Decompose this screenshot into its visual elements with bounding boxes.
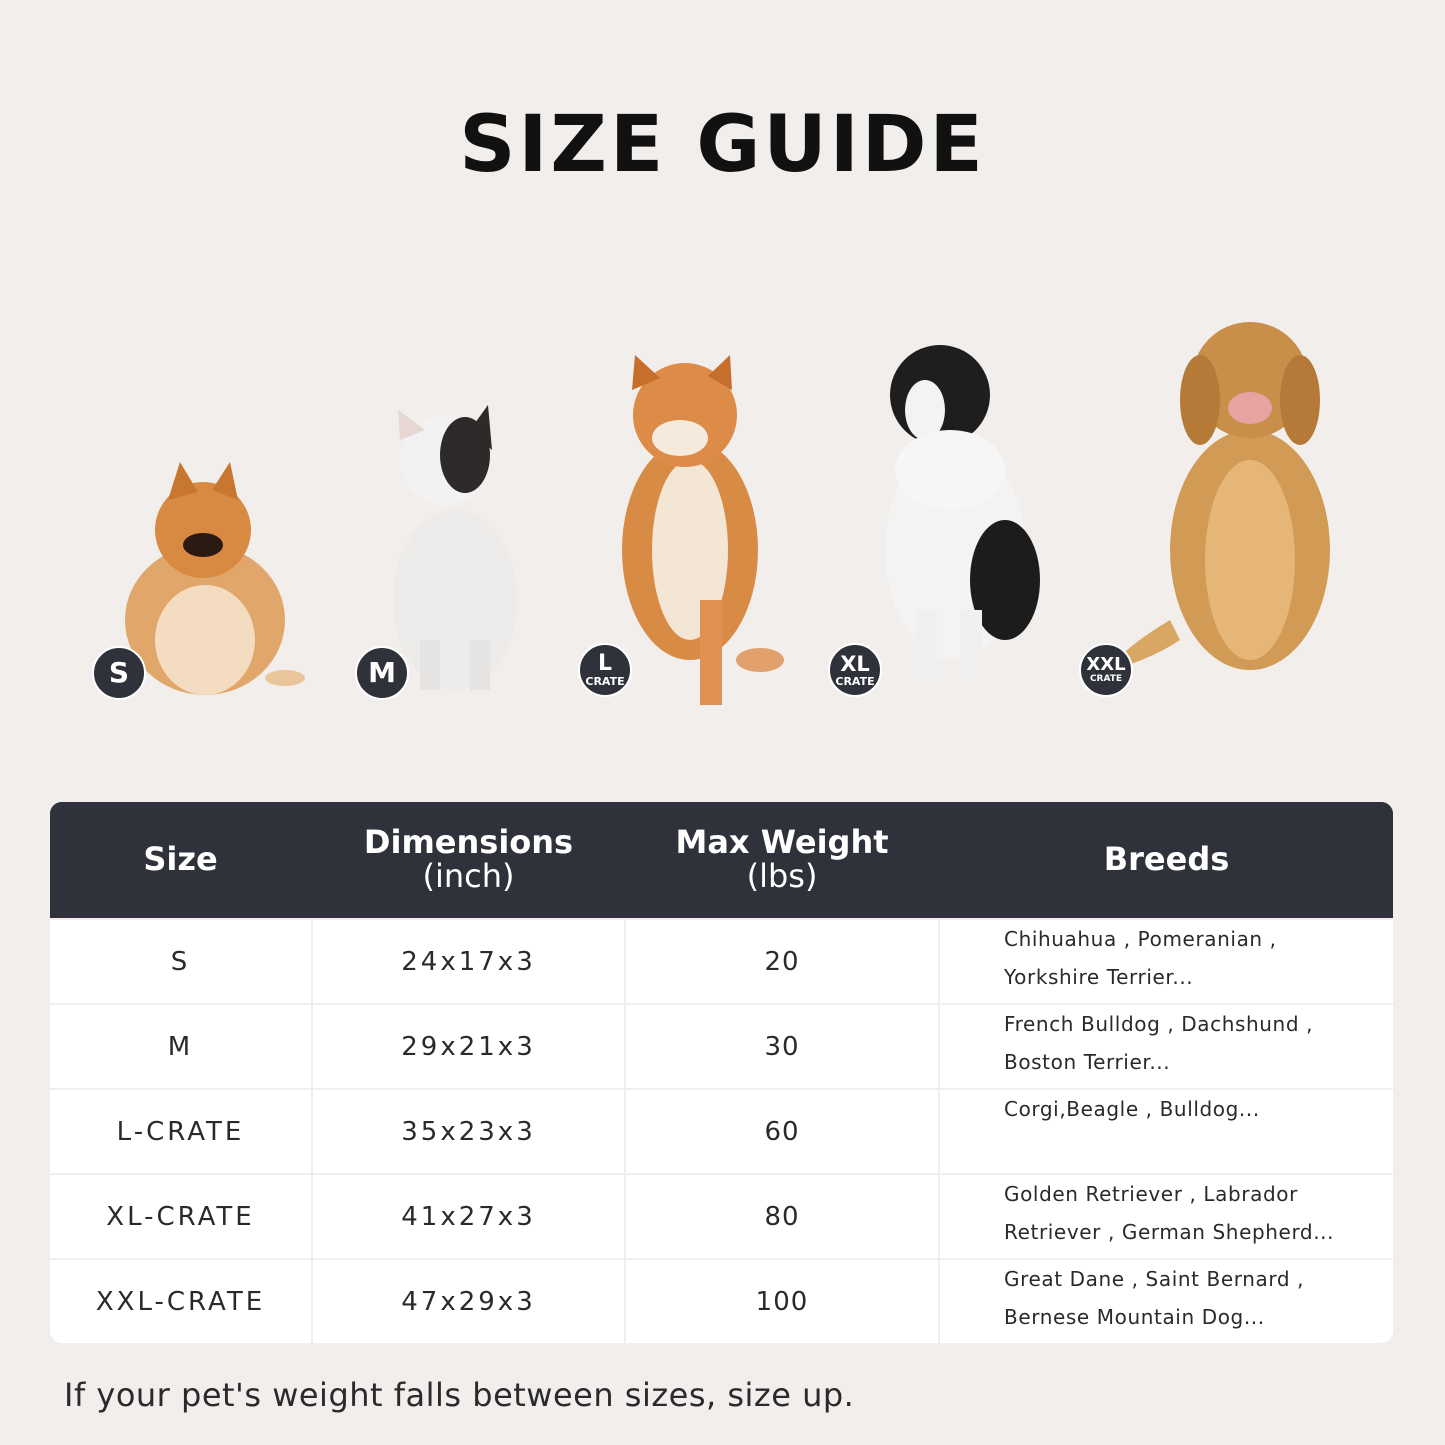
header-label: Max Weight xyxy=(675,823,889,862)
size-badge-xxl-crate: XXL CRATE xyxy=(1079,643,1133,697)
cell-size: XL-CRATE xyxy=(50,1175,311,1258)
size-badge-xl-crate: XL CRATE xyxy=(828,643,882,697)
badge-label: XXL xyxy=(1086,654,1126,675)
cell-size: M xyxy=(50,1005,311,1088)
breeds-line: French Bulldog , Dachshund , xyxy=(1004,1012,1314,1036)
badge-sublabel: CRATE xyxy=(585,675,625,688)
table-row: S 24x17x3 20 Chihuahua , Pomeranian , Yorksh… xyxy=(50,920,1393,1003)
header-unit: (inch) xyxy=(422,857,515,895)
table-row: L-CRATE 35x23x3 60 Corgi,Beagle , Bulldog..… xyxy=(50,1090,1393,1173)
badge-sublabel: CRATE xyxy=(1089,674,1123,684)
header-size: Size xyxy=(50,802,311,918)
breeds-line: Bernese Mountain Dog... xyxy=(1004,1305,1265,1329)
golden-retriever-image xyxy=(1110,322,1330,670)
cell-dimensions: 35x23x3 xyxy=(313,1090,624,1173)
cell-size: S xyxy=(50,920,311,1003)
cell-size: XXL-CRATE xyxy=(50,1260,311,1343)
header-unit: (lbs) xyxy=(746,857,818,895)
size-table: Size Dimensions (inch) Max Weight (lbs) Br… xyxy=(50,802,1393,1343)
cell-breeds: Chihuahua , Pomeranian , Yorkshire Terrie… xyxy=(940,920,1393,1003)
badge-sublabel: CRATE xyxy=(835,674,875,688)
cell-dimensions: 29x21x3 xyxy=(313,1005,624,1088)
cell-breeds: Great Dane , Saint Bernard , Bernese Moun… xyxy=(940,1260,1393,1343)
size-badge-s: S xyxy=(92,646,146,700)
cell-max-weight: 20 xyxy=(626,920,938,1003)
cell-dimensions: 47x29x3 xyxy=(313,1260,624,1343)
badge-label: L xyxy=(597,651,613,676)
breeds-line: Chihuahua , Pomeranian , xyxy=(1004,927,1277,951)
pomeranian-image xyxy=(125,462,305,695)
size-note: If your pet's weight falls between sizes… xyxy=(64,1376,855,1414)
breeds-line: Boston Terrier... xyxy=(1004,1050,1171,1074)
french-bulldog-image xyxy=(393,405,517,690)
dog-photos: S M L CRATE XL CRATE XXL CRATE xyxy=(0,300,1445,740)
table-row: XL-CRATE 41x27x3 80 Golden Retriever , Labr… xyxy=(50,1175,1393,1258)
breeds-line: Retriever , German Shepherd... xyxy=(1004,1220,1335,1244)
cell-max-weight: 60 xyxy=(626,1090,938,1173)
breeds-line: Golden Retriever , Labrador xyxy=(1004,1182,1298,1206)
badge-label: S xyxy=(108,656,130,689)
border-collie-image xyxy=(885,345,1040,680)
header-dimensions: Dimensions (inch) xyxy=(313,802,624,918)
cell-dimensions: 24x17x3 xyxy=(313,920,624,1003)
cell-max-weight: 80 xyxy=(626,1175,938,1258)
size-badge-l-crate: L CRATE xyxy=(578,643,632,697)
cell-max-weight: 30 xyxy=(626,1005,938,1088)
cell-max-weight: 100 xyxy=(626,1260,938,1343)
cell-breeds: French Bulldog , Dachshund , Boston Terri… xyxy=(940,1005,1393,1088)
cell-breeds: Corgi,Beagle , Bulldog... xyxy=(940,1090,1393,1173)
header-max-weight: Max Weight (lbs) xyxy=(626,802,938,918)
cell-size: L-CRATE xyxy=(50,1090,311,1173)
badge-label: XL xyxy=(840,651,870,676)
size-badge-m: M xyxy=(355,646,409,700)
header-label: Breeds xyxy=(1103,840,1230,879)
table-header-row: Size Dimensions (inch) Max Weight (lbs) Br… xyxy=(50,802,1393,918)
breeds-line: Corgi,Beagle , Bulldog... xyxy=(1004,1097,1260,1121)
page-title: SIZE GUIDE xyxy=(459,100,986,190)
breeds-line: Great Dane , Saint Bernard , xyxy=(1004,1267,1305,1291)
table-row: M 29x21x3 30 French Bulldog , Dachshund , Bo… xyxy=(50,1005,1393,1088)
cell-breeds: Golden Retriever , Labrador Retriever , G… xyxy=(940,1175,1393,1258)
header-label: Size xyxy=(143,840,218,879)
cell-dimensions: 41x27x3 xyxy=(313,1175,624,1258)
header-label: Dimensions xyxy=(363,823,574,862)
breeds-line: Yorkshire Terrier... xyxy=(1004,965,1194,989)
table-row: XXL-CRATE 47x29x3 100 Great Dane , Saint Be… xyxy=(50,1260,1393,1343)
shiba-inu-image xyxy=(622,355,784,705)
header-breeds: Breeds xyxy=(940,802,1393,918)
badge-label: M xyxy=(368,656,396,689)
